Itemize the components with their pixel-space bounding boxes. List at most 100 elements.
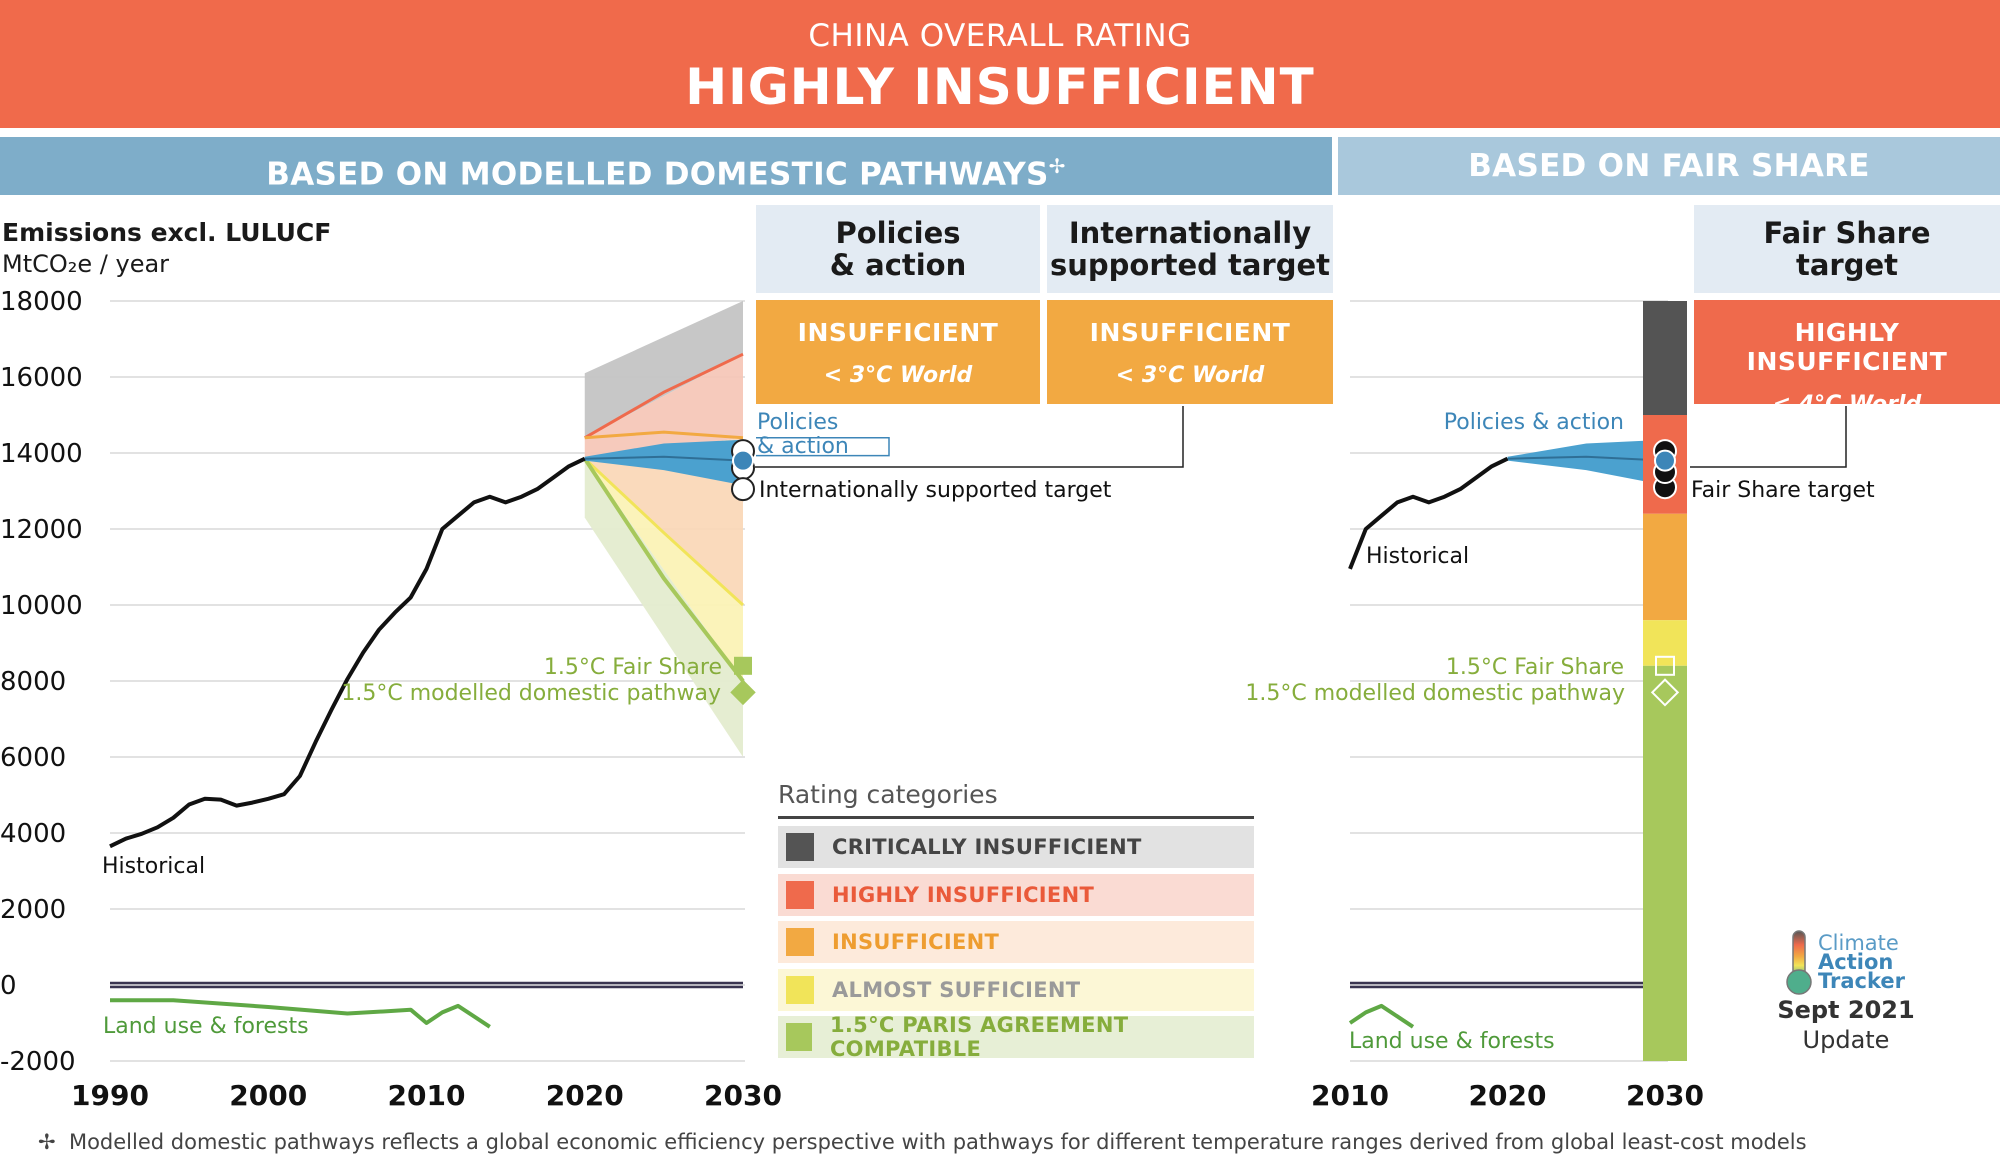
- update-note: Update: [1802, 1026, 1890, 1054]
- section-modelled-mark: ✢: [1048, 154, 1066, 178]
- rating-policies-label: INSUFFICIENT: [797, 318, 999, 347]
- y-tick-label: 0: [0, 971, 17, 1001]
- policies-label-l1: Policies: [757, 410, 838, 435]
- x-tick-label-right: 2010: [1311, 1079, 1389, 1112]
- y-axis-title: Emissions excl. LULUCF: [2, 218, 332, 247]
- band-highly-insufficient: [584, 354, 743, 459]
- column-intl-line2: supported target: [1049, 248, 1331, 282]
- pathway-1-5c-label: 1.5°C modelled domestic pathway: [341, 681, 721, 706]
- legend-label: 1.5°C PARIS AGREEMENT COMPATIBLE: [829, 1013, 1129, 1061]
- policies-label-l2: & action: [757, 434, 849, 459]
- fair-share-bar-paris: [1643, 665, 1687, 1061]
- y-tick-label: 18000: [0, 287, 83, 317]
- y-axis-unit: MtCO₂e / year: [2, 250, 170, 278]
- policies-connector: [756, 437, 890, 457]
- column-head-fair-share: Fair Share target: [1694, 205, 2000, 293]
- column-intl-line1: Internationally: [1068, 216, 1312, 250]
- band-critically-insufficient: [584, 301, 743, 438]
- intl-target-connector: [755, 406, 1184, 468]
- footnote-mark: ✢: [38, 1130, 56, 1154]
- intl-target-label: Internationally supported target: [759, 478, 1112, 503]
- historical-line-left: [109, 456, 586, 849]
- band-insufficient: [584, 437, 743, 605]
- column-head-policies: Policies & action: [756, 205, 1040, 293]
- y-tick-label: 12000: [0, 515, 83, 545]
- band-almost-sufficient: [584, 458, 743, 681]
- y-tick-label: 2000: [0, 895, 66, 925]
- footnote: ✢ Modelled domestic pathways reflects a …: [38, 1130, 1807, 1154]
- historical-label-right: Historical: [1366, 544, 1469, 569]
- x-tick-label-left: 2020: [546, 1079, 624, 1112]
- legend-item: CRITICALLY INSUFFICIENT: [778, 826, 1254, 868]
- column-fair-line2: target: [1795, 248, 1899, 282]
- policies-action-line-right: [1507, 455, 1666, 462]
- policies-action-band-left: [584, 439, 743, 486]
- legend-item: INSUFFICIENT: [778, 921, 1254, 963]
- fair-share-bar-almost: [1643, 620, 1687, 666]
- fair-share-bar-critically: [1643, 301, 1687, 415]
- intl-target-marker-low: [731, 477, 755, 502]
- fair-share-1-5c-label: 1.5°C Fair Share: [544, 655, 722, 680]
- rating-banner: CHINA OVERALL RATING HIGHLY INSUFFICIENT: [0, 0, 2000, 128]
- legend-swatch: [786, 1023, 812, 1051]
- legend-item: HIGHLY INSUFFICIENT: [778, 874, 1254, 916]
- rating-fair-world: < 4°C World: [1772, 392, 1922, 417]
- rating-box-intl-target: INSUFFICIENT < 3°C World: [1047, 300, 1333, 404]
- legend-swatch: [786, 928, 814, 956]
- policies-action-band-right: [1507, 439, 1665, 486]
- pathway-1-5c-label-right: 1.5°C modelled domestic pathway: [1245, 681, 1625, 706]
- column-fair-line1: Fair Share: [1763, 216, 1931, 250]
- x-tick-label-right: 2030: [1626, 1079, 1704, 1112]
- fair-share-1-5c-marker: [734, 656, 752, 675]
- policies-action-line-left: [584, 455, 744, 462]
- y-tick-label: 10000: [0, 591, 83, 621]
- column-head-intl-target: Internationally supported target: [1047, 205, 1333, 293]
- section-fair-share: BASED ON FAIR SHARE: [1338, 137, 2000, 195]
- y-tick-label: 14000: [0, 439, 83, 469]
- y-tick-label: 16000: [0, 363, 83, 393]
- fair-share-1-5c-marker-right: [1655, 655, 1675, 676]
- land-use-label-left: Land use & forests: [103, 1014, 309, 1039]
- section-fair-share-label: BASED ON FAIR SHARE: [1468, 148, 1870, 184]
- land-use-line-right: [1348, 1003, 1415, 1029]
- y-tick-label: 6000: [0, 743, 66, 773]
- section-modelled-pathways: BASED ON MODELLED DOMESTIC PATHWAYS✢: [0, 137, 1332, 195]
- rating-intl-world: < 3°C World: [1115, 363, 1265, 388]
- legend-title: Rating categories: [778, 780, 998, 809]
- boundary-highly-insufficient: [584, 352, 744, 440]
- band-paris-compatible: [584, 458, 743, 757]
- pathway-1-5c-marker-right: [1650, 678, 1680, 707]
- update-date: Sept 2021: [1777, 996, 1915, 1024]
- y-tick-label: 4000: [0, 819, 66, 849]
- thermometer-icon: [1786, 930, 1812, 995]
- boundary-almost-sufficient: [583, 457, 745, 607]
- banner-rating: HIGHLY INSUFFICIENT: [685, 58, 1315, 116]
- legend-label: CRITICALLY INSUFFICIENT: [832, 835, 1142, 859]
- y-tick-label: 8000: [0, 667, 66, 697]
- historical-label: Historical: [102, 854, 205, 879]
- rating-box-fair-share: HIGHLY INSUFFICIENT < 4°C World: [1694, 300, 2000, 417]
- legend-rule: [778, 816, 1254, 819]
- logo-line3: Tracker: [1818, 969, 1905, 993]
- x-tick-label-left: 2030: [704, 1079, 782, 1112]
- column-policies-line1: Policies: [835, 216, 961, 250]
- x-tick-label-left: 2010: [388, 1079, 466, 1112]
- pathway-1-5c-marker: [730, 679, 756, 706]
- fair-share-bar-insufficient: [1643, 513, 1687, 621]
- logo-line2: Action: [1818, 950, 1894, 974]
- legend-item: ALMOST SUFFICIENT: [778, 969, 1254, 1011]
- pathway-1-5c-line: [583, 457, 745, 683]
- legend-swatch: [786, 833, 814, 861]
- rating-fair-label: HIGHLY INSUFFICIENT: [1746, 318, 1948, 376]
- legend-label: HIGHLY INSUFFICIENT: [832, 883, 1095, 907]
- historical-line-right: [1348, 456, 1509, 570]
- y-tick-label: -2000: [0, 1047, 76, 1077]
- legend-item: 1.5°C PARIS AGREEMENT COMPATIBLE: [778, 1013, 1254, 1061]
- policies-label-right: Policies & action: [1444, 410, 1624, 435]
- land-use-label-right: Land use & forests: [1349, 1029, 1555, 1054]
- policies-action-marker-right: [1654, 449, 1676, 472]
- fair-target-connector: [1690, 406, 1847, 468]
- rating-policies-world: < 3°C World: [823, 363, 973, 388]
- x-tick-label-left: 1990: [71, 1079, 149, 1112]
